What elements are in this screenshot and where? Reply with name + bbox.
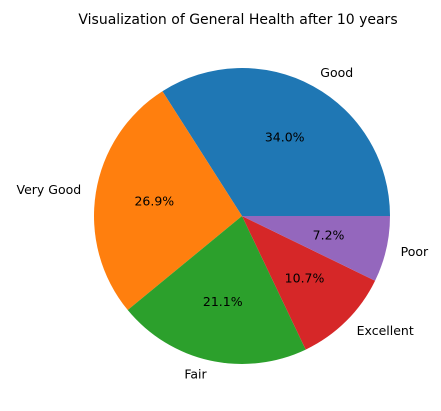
slice-label-excellent: Excellent — [357, 323, 414, 338]
pct-label-fair: 21.1% — [203, 294, 243, 309]
pct-label-good: 34.0% — [265, 130, 305, 145]
slice-label-poor: Poor — [401, 244, 429, 259]
pie-slices — [94, 68, 390, 364]
slice-label-fair: Fair — [184, 366, 207, 381]
pct-label-very-good: 26.9% — [134, 194, 174, 209]
pct-label-excellent: 10.7% — [285, 271, 325, 286]
slice-label-very-good: Very Good — [17, 182, 82, 197]
chart-title: Visualization of General Health after 10… — [78, 12, 397, 28]
pct-label-poor: 7.2% — [313, 227, 345, 242]
slice-label-good: Good — [320, 65, 353, 80]
